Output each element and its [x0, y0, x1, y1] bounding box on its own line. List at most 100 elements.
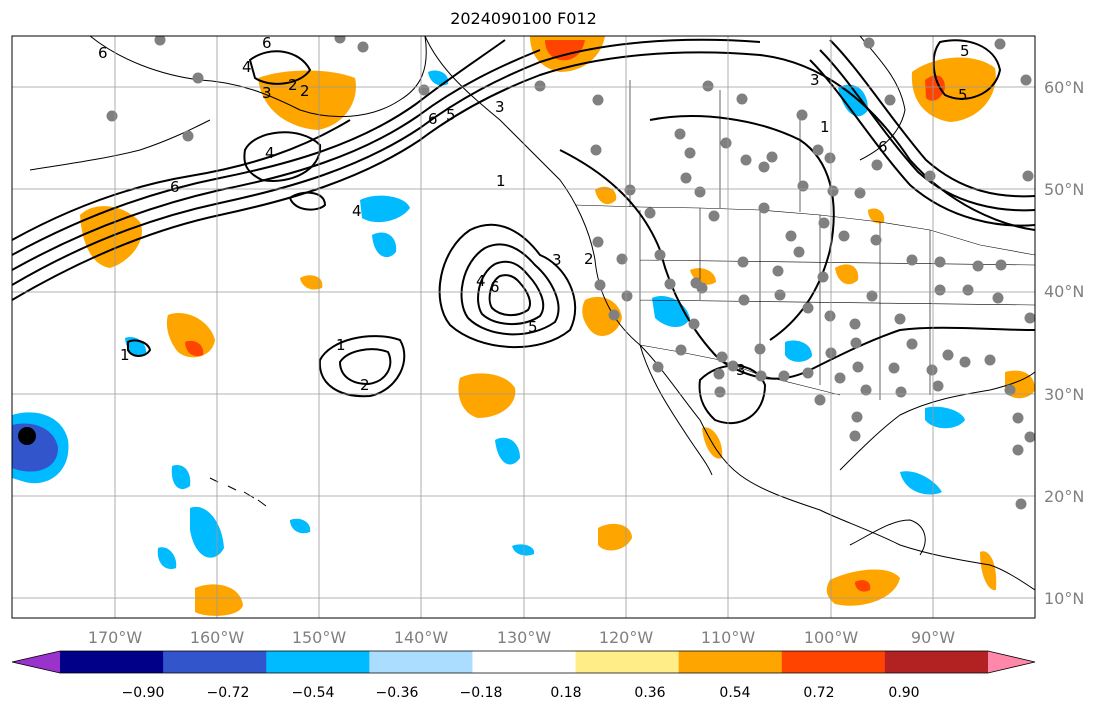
- station-marker[interactable]: [334, 33, 346, 44]
- station-marker[interactable]: [932, 380, 944, 392]
- station-marker[interactable]: [713, 368, 725, 380]
- station-marker[interactable]: [942, 349, 954, 361]
- station-marker[interactable]: [778, 370, 790, 382]
- station-marker[interactable]: [863, 37, 875, 49]
- storm-center-marker[interactable]: [18, 427, 36, 445]
- station-marker[interactable]: [796, 109, 808, 121]
- station-marker[interactable]: [959, 356, 971, 368]
- station-marker[interactable]: [871, 159, 883, 171]
- station-marker[interactable]: [664, 278, 676, 290]
- station-marker[interactable]: [894, 313, 906, 325]
- station-marker[interactable]: [182, 130, 194, 142]
- station-marker[interactable]: [884, 94, 896, 106]
- station-marker[interactable]: [824, 310, 836, 322]
- station-marker[interactable]: [534, 80, 546, 92]
- station-marker[interactable]: [774, 289, 786, 301]
- station-marker[interactable]: [716, 351, 728, 363]
- station-marker[interactable]: [838, 230, 850, 242]
- station-marker[interactable]: [866, 290, 878, 302]
- station-marker[interactable]: [755, 370, 767, 382]
- station-marker[interactable]: [860, 384, 872, 396]
- station-marker[interactable]: [992, 292, 1004, 304]
- station-marker[interactable]: [817, 271, 829, 283]
- station-marker[interactable]: [1020, 74, 1032, 86]
- station-marker[interactable]: [824, 152, 836, 164]
- station-marker[interactable]: [608, 309, 620, 321]
- station-marker[interactable]: [674, 128, 686, 140]
- station-marker[interactable]: [758, 161, 770, 173]
- station-marker[interactable]: [1022, 170, 1034, 182]
- station-marker[interactable]: [972, 260, 984, 272]
- station-marker[interactable]: [696, 282, 708, 294]
- station-marker[interactable]: [766, 151, 778, 163]
- station-marker[interactable]: [895, 386, 907, 398]
- station-marker[interactable]: [738, 294, 750, 306]
- station-marker[interactable]: [834, 372, 846, 384]
- station-marker[interactable]: [680, 172, 692, 184]
- station-marker[interactable]: [736, 93, 748, 105]
- station-marker[interactable]: [812, 144, 824, 156]
- station-marker[interactable]: [818, 217, 830, 229]
- station-marker[interactable]: [727, 360, 739, 372]
- station-marker[interactable]: [418, 84, 430, 96]
- station-marker[interactable]: [802, 367, 814, 379]
- station-marker[interactable]: [740, 154, 752, 166]
- station-marker[interactable]: [926, 364, 938, 376]
- station-marker[interactable]: [814, 394, 826, 406]
- station-marker[interactable]: [851, 411, 863, 423]
- station-marker[interactable]: [888, 362, 900, 374]
- station-marker[interactable]: [797, 180, 809, 192]
- station-marker[interactable]: [906, 254, 918, 266]
- station-marker[interactable]: [849, 430, 861, 442]
- station-marker[interactable]: [772, 265, 784, 277]
- station-marker[interactable]: [720, 137, 732, 149]
- station-marker[interactable]: [592, 236, 604, 248]
- station-marker[interactable]: [852, 361, 864, 373]
- station-marker[interactable]: [652, 361, 664, 373]
- station-marker[interactable]: [984, 354, 996, 366]
- station-marker[interactable]: [870, 234, 882, 246]
- station-marker[interactable]: [644, 207, 656, 219]
- station-marker[interactable]: [621, 290, 633, 302]
- station-marker[interactable]: [654, 249, 666, 261]
- station-marker[interactable]: [675, 344, 687, 356]
- station-marker[interactable]: [934, 284, 946, 296]
- station-marker[interactable]: [1015, 498, 1027, 510]
- station-marker[interactable]: [854, 187, 866, 199]
- station-marker[interactable]: [594, 279, 606, 291]
- station-marker[interactable]: [154, 35, 166, 46]
- station-marker[interactable]: [714, 386, 726, 398]
- station-marker[interactable]: [590, 144, 602, 156]
- station-marker[interactable]: [849, 318, 861, 330]
- station-marker[interactable]: [1024, 431, 1036, 443]
- station-marker[interactable]: [357, 41, 369, 53]
- station-marker[interactable]: [827, 185, 839, 197]
- station-marker[interactable]: [106, 110, 118, 122]
- station-marker[interactable]: [962, 284, 974, 296]
- station-marker[interactable]: [192, 72, 204, 84]
- station-marker[interactable]: [850, 337, 862, 349]
- station-marker[interactable]: [624, 184, 636, 196]
- station-marker[interactable]: [1024, 312, 1036, 324]
- station-marker[interactable]: [737, 256, 749, 268]
- station-marker[interactable]: [688, 318, 700, 330]
- station-marker[interactable]: [906, 338, 918, 350]
- station-marker[interactable]: [592, 94, 604, 106]
- station-marker[interactable]: [694, 186, 706, 198]
- station-marker[interactable]: [1012, 412, 1024, 424]
- station-marker[interactable]: [785, 230, 797, 242]
- station-marker[interactable]: [758, 202, 770, 214]
- station-marker[interactable]: [924, 170, 936, 182]
- station-marker[interactable]: [708, 210, 720, 222]
- station-marker[interactable]: [702, 80, 714, 92]
- station-marker[interactable]: [934, 256, 946, 268]
- station-marker[interactable]: [616, 253, 628, 265]
- station-marker[interactable]: [802, 302, 814, 314]
- station-marker[interactable]: [754, 343, 766, 355]
- station-marker[interactable]: [995, 259, 1007, 271]
- station-marker[interactable]: [1012, 444, 1024, 456]
- station-marker[interactable]: [994, 38, 1006, 50]
- station-marker[interactable]: [1004, 384, 1016, 396]
- station-marker[interactable]: [793, 246, 805, 258]
- station-marker[interactable]: [684, 147, 696, 159]
